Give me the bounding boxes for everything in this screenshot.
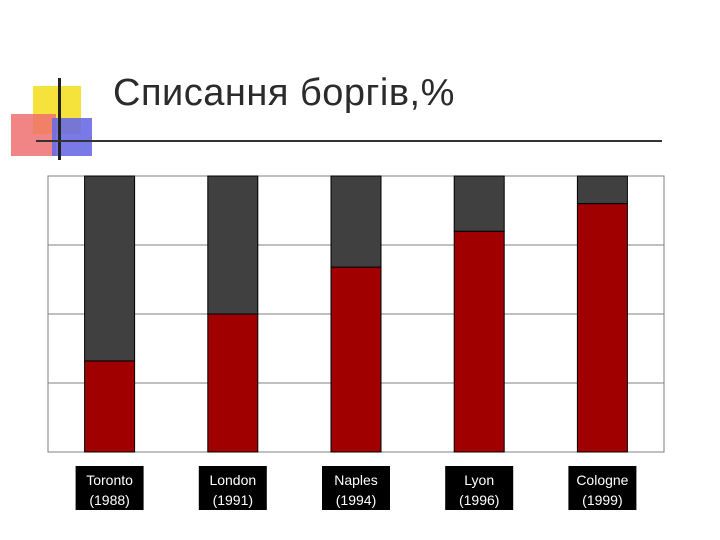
title-underline bbox=[36, 140, 662, 142]
data-label: 50% bbox=[220, 324, 246, 339]
data-label: 33% bbox=[97, 371, 123, 386]
bar-segment-remaining bbox=[576, 175, 628, 205]
category-label: Naples bbox=[334, 472, 378, 488]
decor-vertical-line bbox=[58, 78, 61, 160]
category-label-box bbox=[322, 466, 390, 510]
category-label: (1988) bbox=[89, 492, 129, 508]
bar-segment-written-off bbox=[453, 230, 505, 453]
decor-red-square bbox=[11, 114, 56, 156]
data-label: 80% bbox=[466, 241, 492, 256]
category-label-box bbox=[75, 466, 144, 510]
category-label: (1994) bbox=[336, 492, 376, 508]
category-label: Toronto bbox=[86, 472, 133, 488]
bar-segment-written-off bbox=[84, 360, 136, 453]
category-label: (1999) bbox=[582, 492, 622, 508]
bar-segment-remaining bbox=[453, 175, 505, 232]
category-label: Cologne bbox=[576, 472, 628, 488]
data-label: 67% bbox=[343, 277, 369, 292]
category-label: Lyon bbox=[464, 472, 494, 488]
bar-segment-remaining bbox=[207, 175, 259, 315]
category-label-box bbox=[198, 466, 267, 510]
bar-segment-written-off bbox=[576, 203, 628, 453]
slide-title: Списання боргів,% bbox=[113, 72, 455, 114]
bar-segment-remaining bbox=[84, 175, 136, 362]
bar-segment-written-off bbox=[207, 313, 259, 453]
data-label: 90% bbox=[589, 214, 615, 229]
category-label-box bbox=[445, 466, 514, 510]
category-label: (1996) bbox=[459, 492, 499, 508]
bar-segment-written-off bbox=[330, 266, 382, 453]
category-label: (1991) bbox=[213, 492, 253, 508]
category-label: London bbox=[209, 472, 256, 488]
category-label-box bbox=[568, 466, 637, 510]
bar-segment-remaining bbox=[330, 175, 382, 268]
